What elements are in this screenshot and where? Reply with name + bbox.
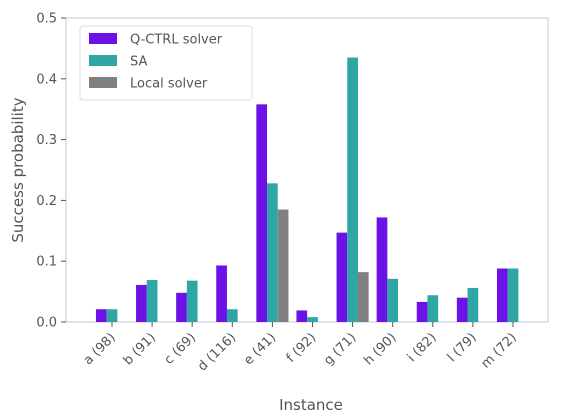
bar [95,309,107,322]
bar [136,284,147,322]
legend-box [79,25,253,101]
bar [347,57,358,323]
bar [226,309,238,322]
y-tick-label: 0.5 [36,12,57,27]
x-tick-label: c (69) [162,330,199,367]
legend-swatch [89,33,117,44]
bar [336,232,348,322]
bar [267,183,278,322]
bar [456,297,468,322]
x-tick-label: e (41) [241,330,279,368]
x-tick-label: l (79) [445,330,480,365]
bar [416,301,428,322]
x-tick-label: a (98) [81,330,119,368]
bar [467,287,479,322]
x-tick-label: b (91) [121,330,159,368]
legend-label: Local solver [130,77,208,92]
x-tick-label: h (90) [361,330,399,368]
bar [146,280,158,322]
y-tick-label: 0.3 [36,133,57,148]
bar [176,292,187,322]
legend-label: SA [130,55,147,70]
legend-swatch [89,55,117,66]
x-tick-label: f (92) [284,330,320,366]
bar [427,295,439,322]
bar [216,265,227,322]
y-tick-label: 0.1 [36,255,57,270]
bar [376,217,388,322]
bar [357,272,369,322]
bar [277,209,289,322]
bar [387,278,399,322]
bar [296,310,308,322]
x-tick-label: m (72) [478,330,519,371]
bar [307,317,318,322]
legend: Q-CTRL solver SA Local solver [79,25,253,101]
x-tick-label: i (82) [405,330,440,365]
bar [507,268,519,322]
x-tick-label: d (116) [195,330,239,374]
bar [256,104,268,322]
legend-label: Q-CTRL solver [130,33,223,48]
bar [186,280,198,322]
bar [106,309,118,322]
legend-swatch [89,77,117,88]
y-tick-label: 0.4 [36,72,57,87]
bar [496,268,508,322]
x-tick-label: g (71) [321,330,359,368]
y-tick-label: 0.2 [36,194,57,209]
x-axis-label: Instance [279,396,343,414]
y-tick-label: 0.0 [36,316,57,331]
y-axis-label: Success probability [9,97,27,242]
